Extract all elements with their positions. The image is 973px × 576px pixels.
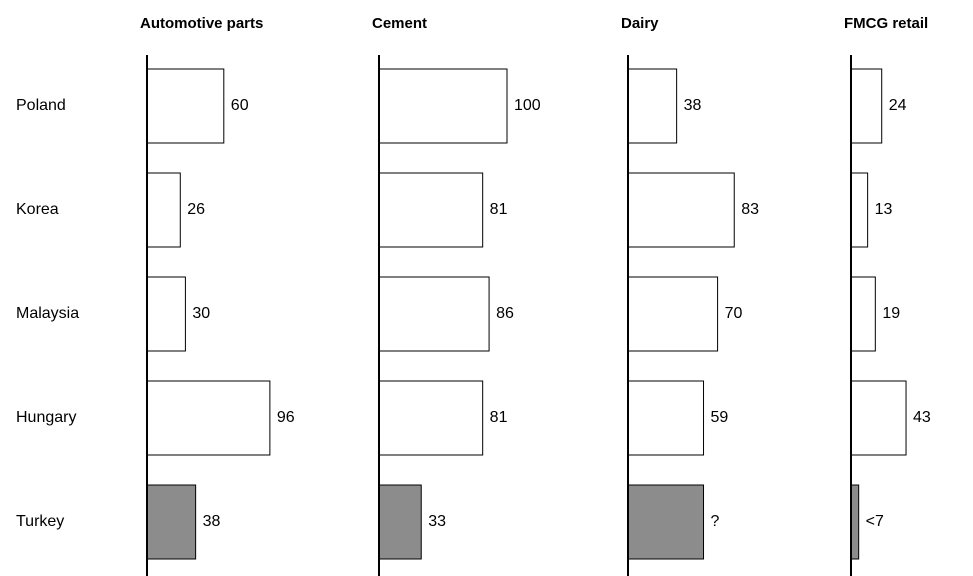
bar: [378, 172, 484, 248]
category-label: Poland: [16, 97, 66, 114]
bar: [378, 380, 484, 456]
value-label: ?: [711, 513, 720, 530]
bar: [627, 276, 719, 352]
bar: [850, 68, 883, 144]
value-label: 59: [711, 409, 729, 426]
panel-title: FMCG retail: [844, 15, 928, 32]
value-label: 30: [192, 305, 210, 322]
value-label: 19: [882, 305, 900, 322]
bar: [627, 484, 705, 560]
value-label: <7: [866, 513, 884, 530]
bar: [378, 68, 508, 144]
category-label: Malaysia: [16, 305, 79, 322]
bar: [850, 276, 876, 352]
bar: [627, 380, 705, 456]
value-label: 100: [514, 97, 541, 114]
bar: [146, 276, 186, 352]
value-label: 24: [889, 97, 907, 114]
value-label: 86: [496, 305, 514, 322]
panel-title: Dairy: [621, 15, 659, 32]
bar: [378, 484, 422, 560]
value-label: 33: [428, 513, 446, 530]
bar: [146, 380, 271, 456]
bar: [627, 172, 735, 248]
bar: [850, 172, 869, 248]
value-label: 38: [684, 97, 702, 114]
value-label: 96: [277, 409, 295, 426]
value-label: 13: [875, 201, 893, 218]
category-label: Korea: [16, 201, 59, 218]
bar: [146, 68, 225, 144]
bar: [146, 172, 181, 248]
bar: [850, 380, 907, 456]
category-label: Turkey: [16, 513, 64, 530]
value-label: 60: [231, 97, 249, 114]
bar: [378, 276, 490, 352]
value-label: 38: [203, 513, 221, 530]
panel-title: Cement: [372, 15, 427, 32]
panel-title: Automotive parts: [140, 15, 263, 32]
value-label: 43: [913, 409, 931, 426]
category-label: Hungary: [16, 409, 76, 426]
value-label: 81: [490, 409, 508, 426]
value-label: 26: [187, 201, 205, 218]
value-label: 83: [741, 201, 759, 218]
bar: [627, 68, 678, 144]
value-label: 81: [490, 201, 508, 218]
bar: [850, 484, 860, 560]
value-label: 70: [725, 305, 743, 322]
bar: [146, 484, 197, 560]
